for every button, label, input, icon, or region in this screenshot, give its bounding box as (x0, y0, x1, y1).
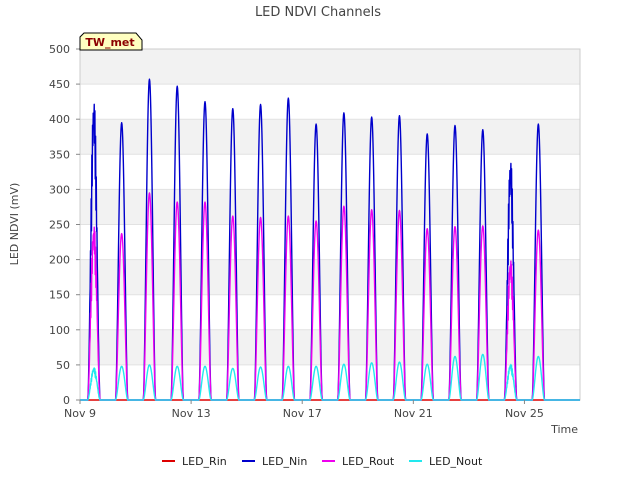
series-line (80, 353, 580, 401)
plot-band (80, 154, 580, 190)
plot-band (80, 49, 580, 85)
legend-label: LED_Rout (342, 455, 395, 468)
y-tick-label: 150 (49, 289, 70, 302)
y-axis: 0 50 100 150 200 250 300 350 400 450 500 (49, 43, 80, 407)
y-tick-label: 250 (49, 219, 70, 232)
y-tick-label: 0 (63, 394, 70, 407)
plot-band (80, 364, 580, 400)
y-tick-label: 350 (49, 148, 70, 161)
x-tick-label: Nov 17 (283, 407, 322, 420)
y-tick-label: 100 (49, 324, 70, 337)
site-badge: TW_met (79, 32, 143, 51)
legend-item-led-rout: LED_Rout (322, 455, 395, 468)
y-axis-label: LED NDVI (mV) (8, 183, 21, 266)
plot-band (80, 224, 580, 260)
plot-band (80, 259, 580, 295)
plot-band (80, 294, 580, 330)
plot-background-bands (80, 49, 580, 400)
y-tick-label: 50 (56, 359, 70, 372)
plot-band (80, 189, 580, 225)
x-tick-label: Nov 13 (172, 407, 211, 420)
y-tick-label: 450 (49, 78, 70, 91)
y-tick-label: 200 (49, 254, 70, 267)
site-badge-label: TW_met (85, 36, 134, 49)
chart-title: LED NDVI Channels (255, 5, 381, 20)
legend: LED_Rin LED_Nin LED_Rout LED_Nout (162, 455, 483, 468)
legend-label: LED_Nout (429, 455, 483, 468)
plot-band (80, 329, 580, 365)
x-tick-label: Nov 25 (505, 407, 544, 420)
x-tick-label: Nov 21 (394, 407, 433, 420)
legend-label: LED_Rin (182, 455, 227, 468)
x-tick-label: Nov 9 (64, 407, 96, 420)
legend-label: LED_Nin (262, 455, 307, 468)
y-tick-label: 300 (49, 183, 70, 196)
legend-item-led-nin: LED_Nin (242, 455, 307, 468)
series-layer (80, 78, 580, 401)
series-led-nout (80, 353, 580, 401)
plot-band (80, 119, 580, 155)
plot-band (80, 84, 580, 120)
x-axis: Nov 9 Nov 13 Nov 17 Nov 21 Nov 25 (64, 400, 544, 420)
x-axis-label: Time (550, 423, 578, 436)
y-tick-label: 500 (49, 43, 70, 56)
legend-item-led-nout: LED_Nout (409, 455, 483, 468)
legend-item-led-rin: LED_Rin (162, 455, 227, 468)
site-badge-shape (79, 32, 143, 51)
y-tick-label: 400 (49, 113, 70, 126)
